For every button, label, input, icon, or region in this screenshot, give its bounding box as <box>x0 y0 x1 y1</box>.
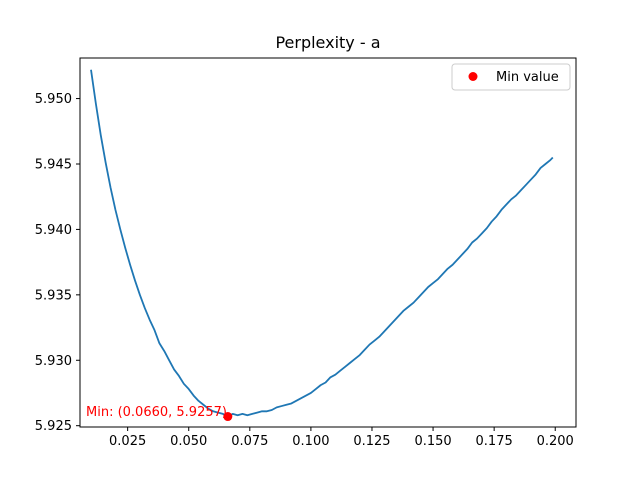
x-tick-label: 0.175 <box>476 434 513 449</box>
chart-title: Perplexity - a <box>275 33 380 52</box>
legend-min-value-marker <box>468 72 478 81</box>
x-axis: 0.025 0.050 0.075 0.100 0.125 0.150 0.175 0.200 <box>109 427 574 449</box>
y-tick-label: 5.925 <box>35 419 72 434</box>
x-tick-label: 0.200 <box>537 434 574 449</box>
min-value-annotation: Min: (0.0660, 5.9257) <box>86 405 227 420</box>
legend-box <box>451 63 571 91</box>
x-tick-label: 0.075 <box>231 434 268 449</box>
y-tick-label: 5.950 <box>35 92 72 107</box>
x-tick-label: 0.125 <box>353 434 390 449</box>
y-tick-label: 5.935 <box>35 288 72 303</box>
y-axis: 5.925 5.930 5.935 5.940 5.945 5.950 <box>35 92 80 434</box>
min-value-marker <box>223 412 233 422</box>
x-tick-label: 0.100 <box>292 434 329 449</box>
x-tick-label: 0.025 <box>109 434 146 449</box>
perplexity-series-line <box>90 69 554 418</box>
y-tick-label: 5.945 <box>35 157 72 172</box>
x-tick-label: 0.150 <box>414 434 451 449</box>
legend: Min value <box>451 63 571 91</box>
legend-min-value-label: Min value <box>496 70 559 85</box>
y-tick-label: 5.940 <box>35 223 72 238</box>
x-tick-label: 0.050 <box>170 434 207 449</box>
y-tick-label: 5.930 <box>35 354 72 369</box>
plot-area-frame <box>79 57 577 428</box>
